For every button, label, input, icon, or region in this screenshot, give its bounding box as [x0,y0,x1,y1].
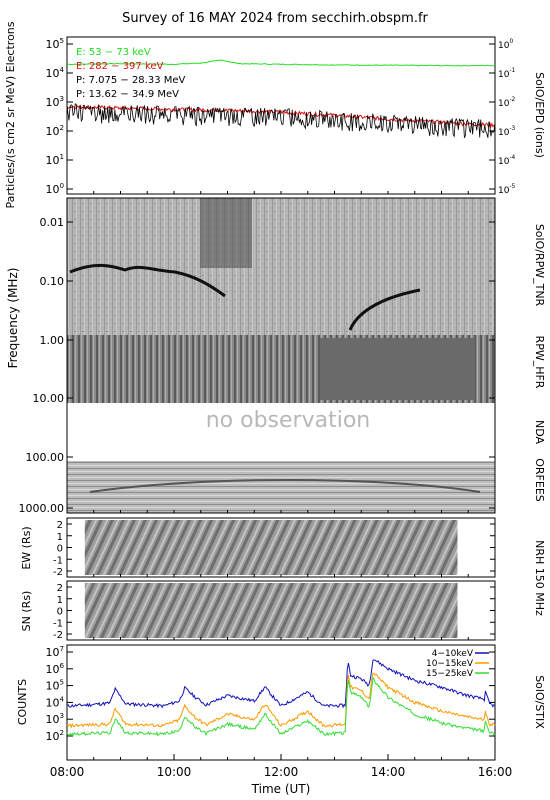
epd-series-line [66,104,496,129]
epd-y-tick-label-right: 10-5 [498,184,516,196]
epd-legend-entry: P: 7.075 − 28.33 MeV [76,75,186,86]
epd-legend-entry: E: 53 − 73 keV [76,47,151,58]
tnr-late-burst [348,288,421,331]
stix-right-label: SolO/STIX [533,675,546,729]
nrh-ew-label: EW (Rs) [20,526,33,569]
nrh-ew-image [84,520,458,575]
nrh-y-tick-label: 0 [57,607,63,618]
spectrogram-band-label: SolO/RPW_TNR [533,224,546,307]
spectrogram-band-label: RPW_HFR [533,336,546,389]
time-axis-tick-label: 08:00 [50,765,85,779]
epd-series-layer [66,59,496,138]
nrh-sn-label: SN (Rs) [20,591,33,632]
stix-frame [66,644,496,761]
spectrogram-y-tick-label: 1.00 [40,334,65,347]
epd-y-tick-label: 101 [45,152,64,167]
no-observation-label: no observation [206,408,371,433]
stix-series-line [66,659,496,709]
spectrogram-y-tick-label: 100.00 [26,451,65,464]
spectrogram-band-label: ORFEES [533,458,546,502]
stix-legend-entry: 15−25keV [426,669,474,679]
x-axis-label: Time (UT) [251,782,311,796]
orfees-dark-arc [89,479,481,493]
hfr-saturated-block [320,338,475,400]
epd-y-label: Particles/(s cm2 sr MeV) Electrons [4,21,17,208]
tnr-band [67,198,495,335]
stix-legend-entry: 10−15keV [426,659,474,669]
epd-y-tick-label: 104 [45,65,64,80]
stix-y-tick-label: 105 [45,678,64,693]
epd-series-line [66,103,496,138]
spectrogram-y-axis: 0.01 0.10 1.00 10.00 100.00 1000.00 [19,216,495,515]
stix-y-tick-label: 107 [45,644,64,659]
spectrogram-y-tick-label: 0.01 [40,216,65,229]
spectrogram-y-tick-label: 0.10 [40,275,65,288]
epd-right-label: SolO/EPD (ions) [533,72,546,158]
stix-y-label: COUNTS [16,679,29,725]
nrh-y-tick-label: 1 [57,532,63,543]
stix-y-tick-label: 104 [45,694,64,709]
nrh-y-tick-label: -1 [53,618,63,629]
time-axis-tick-label: 14:00 [371,765,406,779]
epd-panel: 105 100 104 10-1 103 10-2 102 10-3 101 10-4 100 10-… [4,21,546,208]
epd-y-tick-label-right: 10-2 [498,97,516,109]
spectrogram-panel: no observation 0.01 0.10 1.00 10.00 100.00 10… [6,197,546,515]
epd-y-tick-label-right: 10-3 [498,126,516,138]
nda-band [67,403,495,461]
nrh-y-tick-label: -2 [53,567,63,578]
tnr-type3-burst [69,263,226,298]
time-axis: 08:00 10:00 12:00 14:00 16:00 [50,191,513,779]
epd-y-tick-label: 102 [45,123,64,138]
epd-y-tick-label: 100 [45,181,64,196]
stix-series-line [66,672,496,729]
nrh-right-label: NRH 150 MHz [533,540,546,616]
stix-series-line [66,676,496,737]
stix-legend-entry: 4−10keV [432,649,474,659]
stix-y-tick-label: 103 [45,711,64,726]
epd-legend-entry: P: 13.62 − 34.9 MeV [76,89,179,100]
spectrogram-y-tick-label: 1000.00 [19,502,65,515]
spectrogram-band-label: NDA [533,420,546,445]
epd-y-tick-label-right: 10-1 [498,68,516,80]
page-title: Survey of 16 MAY 2024 from secchirh.obsp… [122,11,428,26]
spectrogram-band-labels: SolO/RPW_TNR RPW_HFR NDA ORFEES [533,224,546,502]
epd-y-axis: 105 100 104 10-1 103 10-2 102 10-3 101 10-4 100 10-… [45,36,515,196]
epd-legend: E: 53 − 73 keV E: 282 − 397 keV P: 7.075 −… [76,47,186,100]
epd-y-tick-label: 105 [45,36,64,51]
time-axis-tick-label: 12:00 [264,765,299,779]
epd-y-tick-label-right: 10-4 [498,155,516,167]
nrh-y-tick-label: 2 [57,583,63,594]
nrh-y-tick-label: -1 [53,555,63,566]
time-axis-tick-label: 16:00 [478,765,513,779]
nrh-y-tick-label: -2 [53,630,63,641]
epd-y-tick-label: 103 [45,94,64,109]
nrh-sn-image [84,583,458,638]
spectrogram-y-tick-label: 10.00 [33,392,65,405]
stix-y-tick-label: 102 [45,728,64,743]
nrh-y-tick-label: 0 [57,544,63,555]
epd-legend-entry: E: 282 − 397 keV [76,61,164,72]
time-axis-tick-label: 10:00 [157,765,192,779]
epd-series-line [66,59,496,67]
stix-y-tick-label: 106 [45,661,64,676]
nrh-y-tick-label: 1 [57,595,63,606]
tnr-dark-block [200,198,252,268]
stix-series-layer [66,659,496,737]
spectrogram-y-label: Frequency (MHz) [6,268,20,369]
nrh-y-tick-label: 2 [57,520,63,531]
epd-y-tick-label-right: 100 [498,39,513,51]
